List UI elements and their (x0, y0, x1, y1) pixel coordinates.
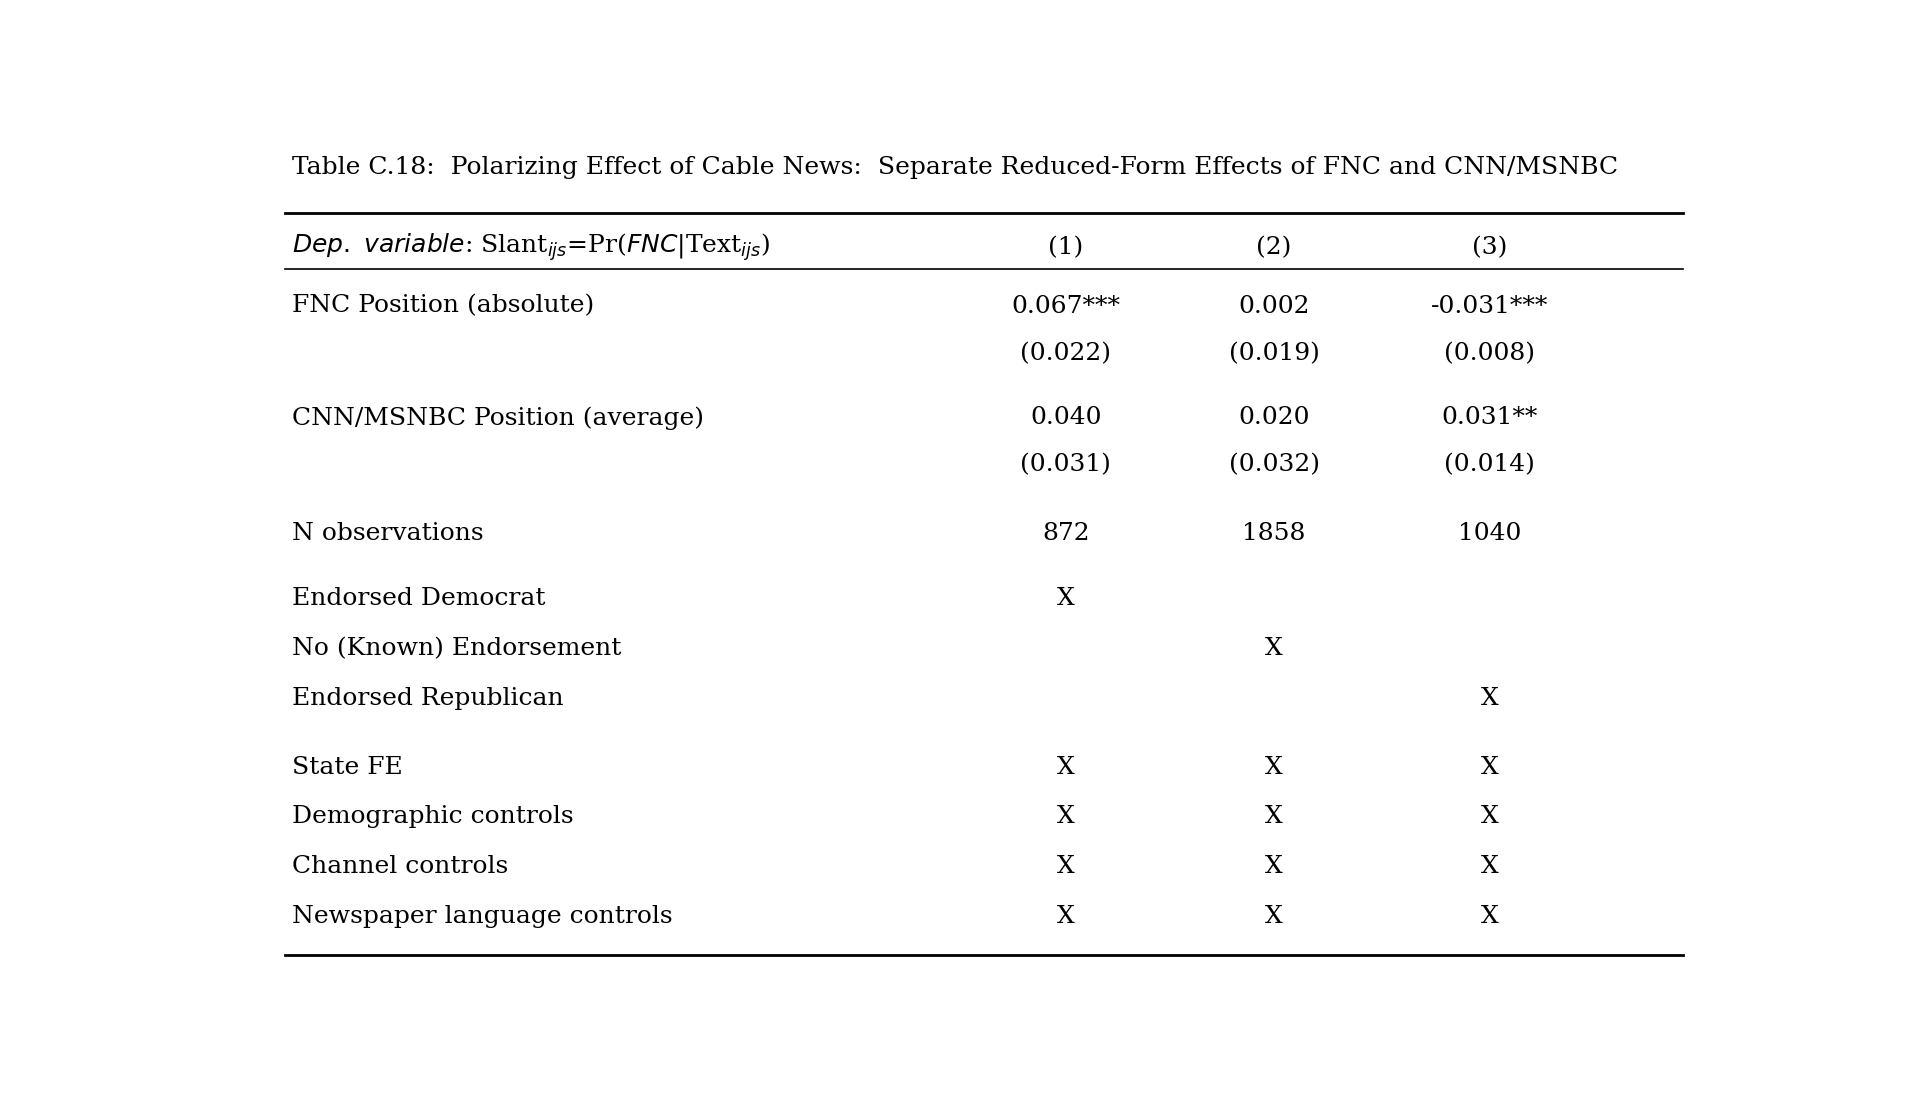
Text: X: X (1058, 805, 1075, 829)
Text: FNC Position (absolute): FNC Position (absolute) (292, 295, 595, 317)
Text: 0.067***: 0.067*** (1012, 295, 1121, 317)
Text: 0.031**: 0.031** (1442, 407, 1538, 429)
Text: X: X (1480, 755, 1500, 779)
Text: X: X (1480, 805, 1500, 829)
Text: X: X (1480, 905, 1500, 928)
Text: (0.022): (0.022) (1020, 342, 1112, 365)
Text: Demographic controls: Demographic controls (292, 805, 574, 829)
Text: (1): (1) (1048, 236, 1083, 259)
Text: 1040: 1040 (1457, 523, 1523, 545)
Text: CNN/MSNBC Position (average): CNN/MSNBC Position (average) (292, 407, 705, 430)
Text: (0.019): (0.019) (1229, 342, 1319, 365)
Text: Channel controls: Channel controls (292, 856, 509, 878)
Text: 0.002: 0.002 (1238, 295, 1309, 317)
Text: X: X (1058, 755, 1075, 779)
Text: X: X (1265, 856, 1283, 878)
Text: $\mathit{Dep.\ variable}$: Slant$_{\mathit{ijs}}$=Pr($\mathit{FNC}$|Text$_{\math: $\mathit{Dep.\ variable}$: Slant$_{\math… (292, 231, 770, 264)
Text: X: X (1480, 856, 1500, 878)
Text: (0.031): (0.031) (1020, 454, 1112, 477)
Text: X: X (1058, 856, 1075, 878)
Text: No (Known) Endorsement: No (Known) Endorsement (292, 637, 622, 660)
Text: X: X (1265, 637, 1283, 660)
Text: (0.008): (0.008) (1444, 342, 1536, 365)
Text: Table C.18:  Polarizing Effect of Cable News:  Separate Reduced-Form Effects of : Table C.18: Polarizing Effect of Cable N… (292, 155, 1619, 179)
Text: 0.020: 0.020 (1238, 407, 1309, 429)
Text: Endorsed Republican: Endorsed Republican (292, 687, 564, 709)
Text: 0.040: 0.040 (1031, 407, 1102, 429)
Text: Newspaper language controls: Newspaper language controls (292, 905, 672, 928)
Text: (2): (2) (1256, 236, 1292, 259)
Text: X: X (1480, 687, 1500, 709)
Text: 1858: 1858 (1242, 523, 1306, 545)
Text: (3): (3) (1473, 236, 1507, 259)
Text: Endorsed Democrat: Endorsed Democrat (292, 588, 545, 610)
Text: (0.014): (0.014) (1444, 454, 1536, 477)
Text: X: X (1265, 905, 1283, 928)
Text: N observations: N observations (292, 523, 484, 545)
Text: -0.031***: -0.031*** (1430, 295, 1549, 317)
Text: (0.032): (0.032) (1229, 454, 1319, 477)
Text: X: X (1058, 588, 1075, 610)
Text: X: X (1058, 905, 1075, 928)
Text: 872: 872 (1043, 523, 1091, 545)
Text: X: X (1265, 755, 1283, 779)
Text: X: X (1265, 805, 1283, 829)
Text: State FE: State FE (292, 755, 403, 779)
